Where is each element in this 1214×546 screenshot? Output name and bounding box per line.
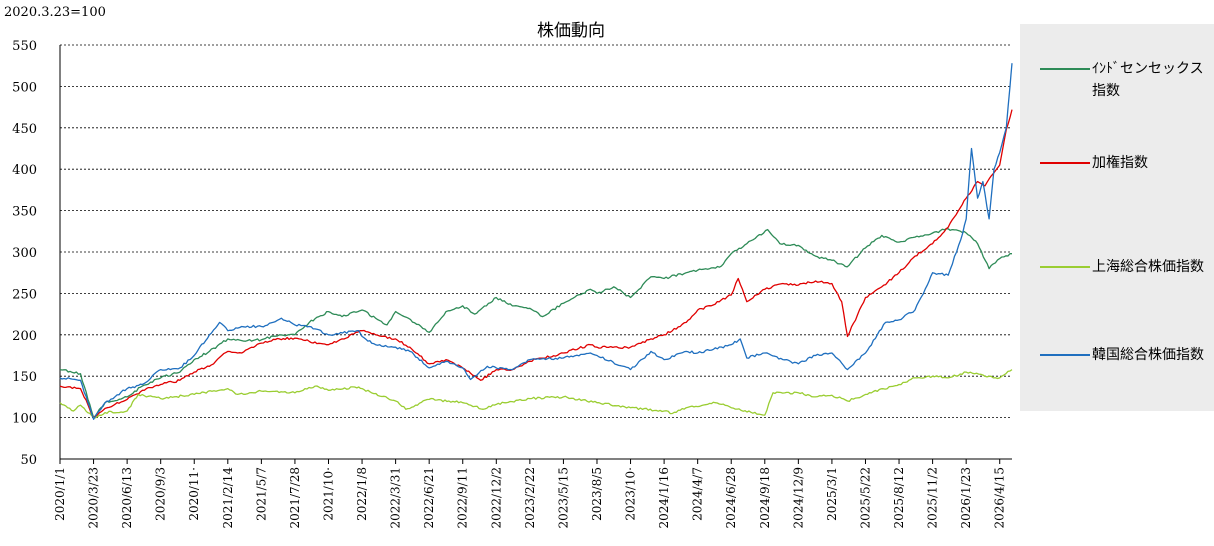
x-tick-label-27: 2026/1/23 — [959, 467, 973, 529]
x-tick-label-5: 2021/2/14 — [221, 467, 235, 529]
x-tick-label-6: 2021/5/7 — [254, 467, 268, 521]
x-tick-label-22: 2024/12/9 — [791, 467, 805, 529]
legend-swatch-taiex — [1040, 162, 1090, 164]
x-tick-label-3: 2020/9/3 — [154, 467, 168, 521]
x-tick-label-0: 2020/1/1 — [53, 467, 67, 521]
index-base-note: 2020.3.23=100 — [4, 5, 106, 20]
series-line-kospi — [59, 63, 1013, 420]
x-tick-label-25: 2025/8/12 — [892, 467, 906, 529]
x-tick-label-15: 2023/5/15 — [556, 467, 570, 529]
y-tick-label-500: 500 — [12, 80, 37, 95]
y-tick-label-550: 550 — [12, 39, 37, 54]
y-tick-label-100: 100 — [12, 412, 37, 427]
y-tick-label-350: 350 — [12, 205, 37, 220]
series-line-sensex — [59, 228, 1012, 419]
y-tick-label-400: 400 — [12, 163, 37, 178]
y-tick-label-50: 50 — [20, 453, 37, 468]
x-tick-label-12: 2022/9/11 — [456, 467, 470, 529]
legend-swatch-sensex — [1040, 68, 1090, 70]
y-tick-label-250: 250 — [12, 287, 37, 302]
x-tick-label-18: 2024/1/16 — [657, 467, 671, 529]
x-tick-label-23: 2025/3/1 — [825, 467, 839, 521]
x-tick-label-21: 2024/9/18 — [758, 467, 772, 529]
chart-title: 株価動向 — [537, 21, 605, 41]
x-tick-label-1: 2020/3/23 — [87, 467, 101, 529]
x-tick-label-13: 2022/12/2 — [489, 467, 503, 529]
x-tick-label-10: 2022/3/31 — [389, 467, 403, 529]
legend-swatch-kospi — [1040, 354, 1090, 356]
x-tick-label-28: 2026/4/15 — [993, 467, 1007, 529]
x-tick-label-9: 2022/1/8 — [355, 467, 369, 521]
legend-label-taiex: 加権指数 — [1092, 155, 1148, 171]
legend: ｲﾝﾄﾞセンセックス指数 加権指数 上海総合株価指数 韓国総合株価指数 — [1020, 24, 1214, 411]
x-tick-label-17: 2023/10· — [624, 467, 638, 521]
legend-label-shanghai: 上海総合株価指数 — [1092, 259, 1204, 275]
legend-swatch-shanghai — [1040, 266, 1090, 268]
legend-label-sensex: ｲﾝﾄﾞセンセックス指数 — [1092, 61, 1204, 99]
y-tick-label-450: 450 — [12, 122, 37, 137]
x-tick-label-14: 2023/2/22 — [523, 467, 537, 529]
x-tick-label-2: 2020/6/13 — [120, 467, 134, 529]
x-tick-label-19: 2024/4/7 — [691, 467, 705, 521]
y-tick-label-300: 300 — [12, 246, 37, 261]
x-tick-label-26: 2025/11/2 — [926, 467, 940, 529]
y-tick-label-150: 150 — [12, 370, 37, 385]
x-tick-label-8: 2021/10· — [321, 467, 335, 521]
y-tick-label-200: 200 — [12, 329, 37, 344]
x-tick-label-4: 2020/11· — [187, 467, 201, 521]
x-tick-label-7: 2021/7/28 — [288, 467, 302, 529]
x-tick-label-24: 2025/5/22 — [858, 467, 872, 529]
x-tick-label-20: 2024/6/28 — [724, 467, 738, 529]
series-line-taiex — [59, 109, 1013, 419]
x-tick-label-11: 2022/6/21 — [422, 467, 436, 529]
x-tick-label-16: 2023/8/5 — [590, 467, 604, 521]
series-line-shanghai — [59, 369, 1013, 419]
legend-label-kospi: 韓国総合株価指数 — [1092, 347, 1204, 363]
